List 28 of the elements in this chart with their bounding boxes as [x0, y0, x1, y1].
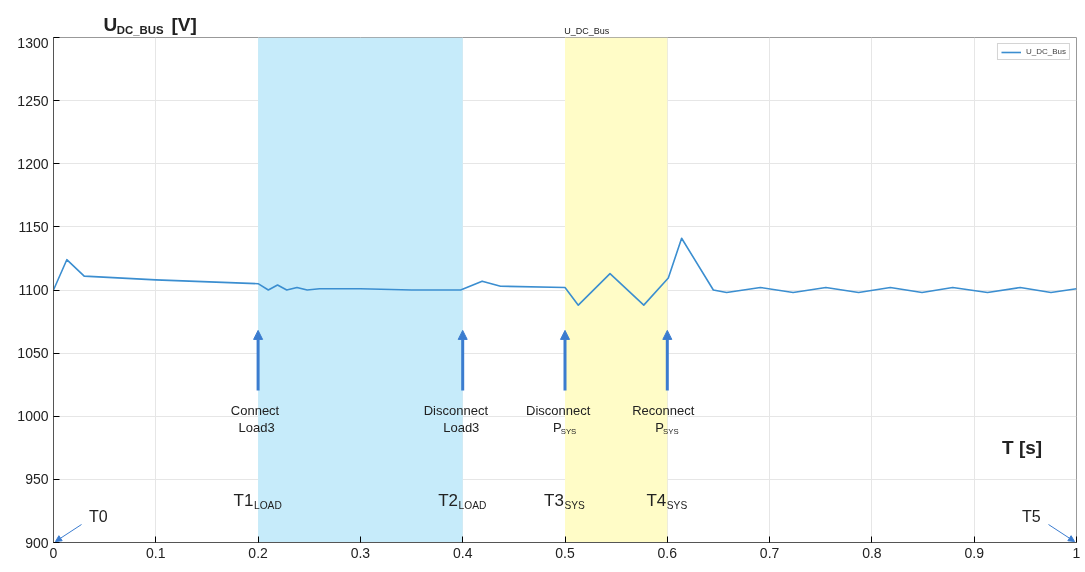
- y-tick-label: 1000: [17, 408, 49, 425]
- y-tick-label: 1050: [17, 345, 49, 362]
- x-tick-label: 0.2: [248, 544, 269, 561]
- x-tick-label: 0.9: [964, 544, 985, 561]
- x-tick-label: 0.5: [555, 544, 575, 561]
- line-series: [53, 237, 1077, 306]
- x-tick-label: 1: [1072, 544, 1081, 561]
- y-tick-label: 950: [25, 471, 49, 488]
- x-tick-label: 0.7: [759, 544, 780, 561]
- x-tick-label: 0.6: [657, 544, 678, 561]
- y-tick-label: 1150: [18, 218, 49, 235]
- x-axis-title: T [s]: [1002, 437, 1043, 458]
- x-tick-label: 0.1: [146, 544, 166, 561]
- x-tick-label: 0.3: [350, 544, 371, 561]
- y-tick-label: 1300: [17, 34, 49, 51]
- annotation: T5: [1021, 508, 1041, 525]
- annotation: Connect Load3: [230, 402, 280, 436]
- x-tick-label: 0.4: [452, 544, 473, 561]
- annotation: Disconnect Load3: [423, 402, 489, 436]
- x-tick-label: 0: [49, 544, 58, 561]
- legend-label: U_DC_Bus: [1025, 47, 1066, 56]
- annotation: T0: [88, 508, 108, 525]
- x-tick-label: 0.8: [862, 544, 882, 561]
- y-tick-label: 1250: [17, 92, 49, 109]
- y-tick-label: 1200: [17, 155, 49, 172]
- chart-title: U_DC_Bus: [564, 25, 610, 36]
- y-tick-label: 900: [25, 534, 49, 551]
- y-tick-label: 1100: [18, 282, 49, 298]
